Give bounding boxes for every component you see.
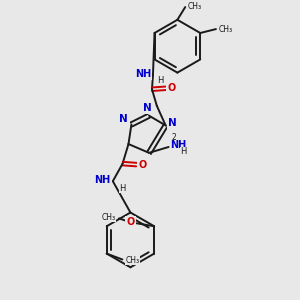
- Text: H: H: [180, 147, 186, 156]
- Text: O: O: [138, 160, 146, 170]
- Text: O: O: [167, 83, 175, 93]
- Text: 2: 2: [172, 133, 176, 142]
- Text: NH: NH: [135, 69, 151, 79]
- Text: CH₃: CH₃: [125, 256, 140, 265]
- Text: N: N: [168, 118, 177, 128]
- Text: CH₃: CH₃: [187, 2, 201, 10]
- Text: H: H: [119, 184, 126, 193]
- Text: CH₃: CH₃: [219, 25, 233, 34]
- Text: CH₃: CH₃: [102, 213, 116, 222]
- Text: NH: NH: [170, 140, 187, 150]
- Text: H: H: [158, 76, 164, 85]
- Text: O: O: [127, 217, 135, 227]
- Text: NH: NH: [94, 175, 111, 185]
- Text: N: N: [119, 114, 128, 124]
- Text: N: N: [143, 103, 152, 113]
